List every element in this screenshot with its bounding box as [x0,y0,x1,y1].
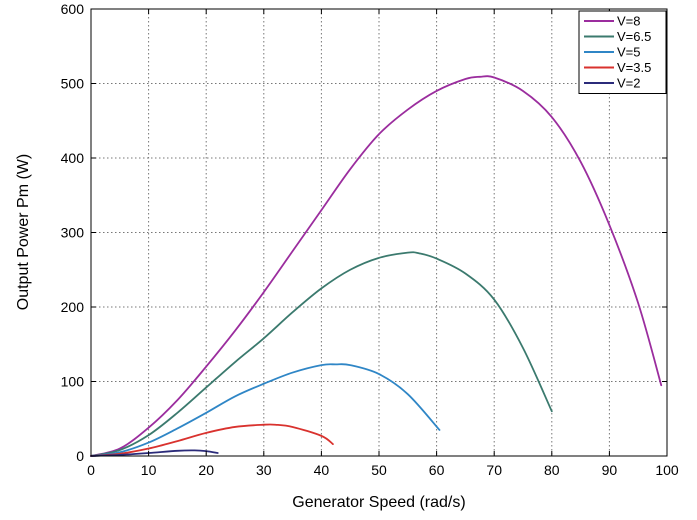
y-tick-label: 300 [61,225,85,241]
x-axis-title: Generator Speed (rad/s) [292,494,465,511]
x-tick-label: 10 [141,462,157,478]
x-tick-label: 0 [87,462,95,478]
series-line [90,363,441,457]
series-group [90,75,663,457]
x-tick-label: 40 [314,462,330,478]
legend-label: V=6.5 [617,29,651,44]
grid [91,9,667,456]
y-tick-label: 400 [61,150,85,166]
ticks: 0 10 20 30 40 50 60 70 80 90 100 0 100 200 300 400 500 60… [61,1,679,478]
x-tick-label: 50 [371,462,387,478]
legend-label: V=5 [617,45,641,60]
legend-label: V=3.5 [617,60,651,75]
y-axis-title: Output Power Pm (W) [15,154,32,310]
series-line [90,75,663,457]
legend-label: V=2 [617,76,641,91]
legend-label: V=8 [617,14,641,29]
x-tick-label: 100 [655,462,679,478]
series-line [90,423,334,457]
y-tick-label: 600 [61,1,85,17]
legend: V=8V=6.5V=5V=3.5V=2 [578,10,667,94]
x-tick-label: 20 [198,462,214,478]
y-tick-label: 100 [61,374,85,390]
x-tick-label: 80 [544,462,560,478]
x-tick-label: 90 [602,462,618,478]
x-tick-label: 30 [256,462,272,478]
series-line [90,251,553,457]
y-tick-label: 500 [61,76,85,92]
x-tick-label: 60 [429,462,445,478]
x-tick-label: 70 [486,462,502,478]
y-tick-label: 0 [76,448,84,464]
y-tick-label: 200 [61,299,85,315]
